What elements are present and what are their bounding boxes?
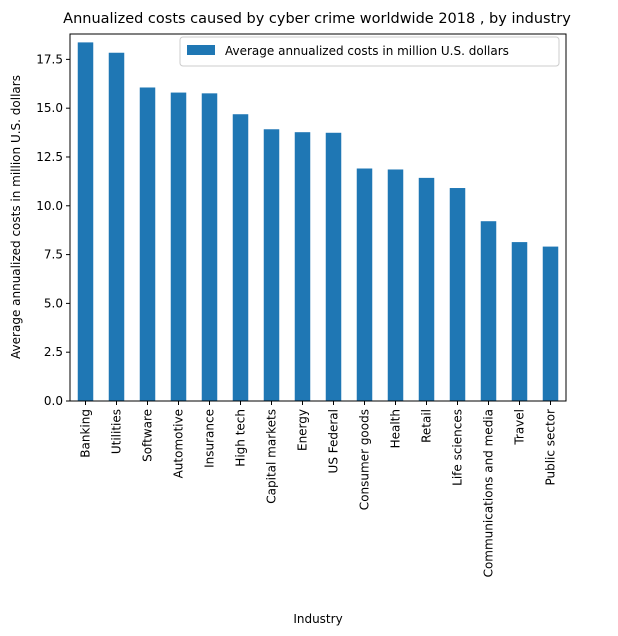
bar-1: [108, 52, 125, 402]
x-tick-label-12: Life sciences: [451, 409, 465, 486]
y-tick-label-5: 12.5: [36, 150, 63, 164]
x-tick-label-5: High tech: [234, 409, 248, 467]
x-tick-label-10: Health: [389, 409, 403, 448]
x-tick-label-8: US Federal: [327, 409, 341, 473]
chart-title: Annualized costs caused by cyber crime w…: [63, 11, 571, 27]
x-tick-label-14: Travel: [513, 409, 527, 446]
bar-5: [232, 114, 249, 401]
x-tick-label-9: Consumer goods: [358, 409, 372, 510]
bar-14: [511, 242, 528, 401]
plot-frame: [69, 33, 567, 402]
legend: Average annualized costs in million U.S.…: [179, 36, 560, 67]
bar-9: [356, 168, 373, 401]
y-axis-label: Average annualized costs in million U.S.…: [9, 75, 23, 359]
bar-3: [170, 92, 187, 401]
x-tick-label-3: Automotive: [172, 409, 186, 478]
x-tick-label-4: Insurance: [203, 409, 217, 468]
bar-12: [449, 188, 466, 401]
y-tick-label-3: 7.5: [44, 248, 63, 262]
bar-13: [480, 221, 497, 401]
bar-11: [418, 177, 435, 401]
legend-swatch: [187, 45, 215, 55]
y-tick-label-4: 10.0: [36, 199, 63, 213]
bar-10: [387, 169, 404, 401]
x-tick-label-13: Communications and media: [482, 409, 496, 577]
legend-label: Average annualized costs in million U.S.…: [225, 44, 509, 58]
bars-group: [77, 42, 559, 402]
bar-8: [325, 132, 342, 402]
y-tick-label-1: 2.5: [44, 345, 63, 359]
bar-7: [294, 132, 311, 401]
y-tick-label-7: 17.5: [36, 52, 63, 66]
bar-4: [201, 93, 218, 402]
x-tick-label-6: Capital markets: [265, 409, 279, 504]
x-tick-label-0: Banking: [79, 409, 93, 458]
y-tick-label-6: 15.0: [36, 101, 63, 115]
bar-15: [542, 246, 559, 401]
legend-box: [179, 36, 560, 67]
y-axis-ticks: 0.0 2.5 5.0 7.5 10.0 12.5 15.0 17.5: [36, 52, 70, 408]
x-axis-label: Industry: [293, 612, 342, 626]
y-tick-label-0: 0.0: [44, 394, 63, 408]
x-tick-label-1: Utilities: [110, 409, 124, 454]
x-tick-label-2: Software: [141, 409, 155, 462]
bar-6: [263, 129, 280, 401]
x-axis-ticks: Banking Utilities Software Automotive Insura…: [79, 401, 558, 577]
x-tick-label-15: Public sector: [544, 409, 558, 486]
x-tick-label-11: Retail: [420, 409, 434, 443]
bar-0: [77, 42, 94, 401]
x-tick-label-7: Energy: [296, 409, 310, 451]
y-tick-label-2: 5.0: [44, 296, 63, 310]
bar-2: [139, 87, 156, 402]
